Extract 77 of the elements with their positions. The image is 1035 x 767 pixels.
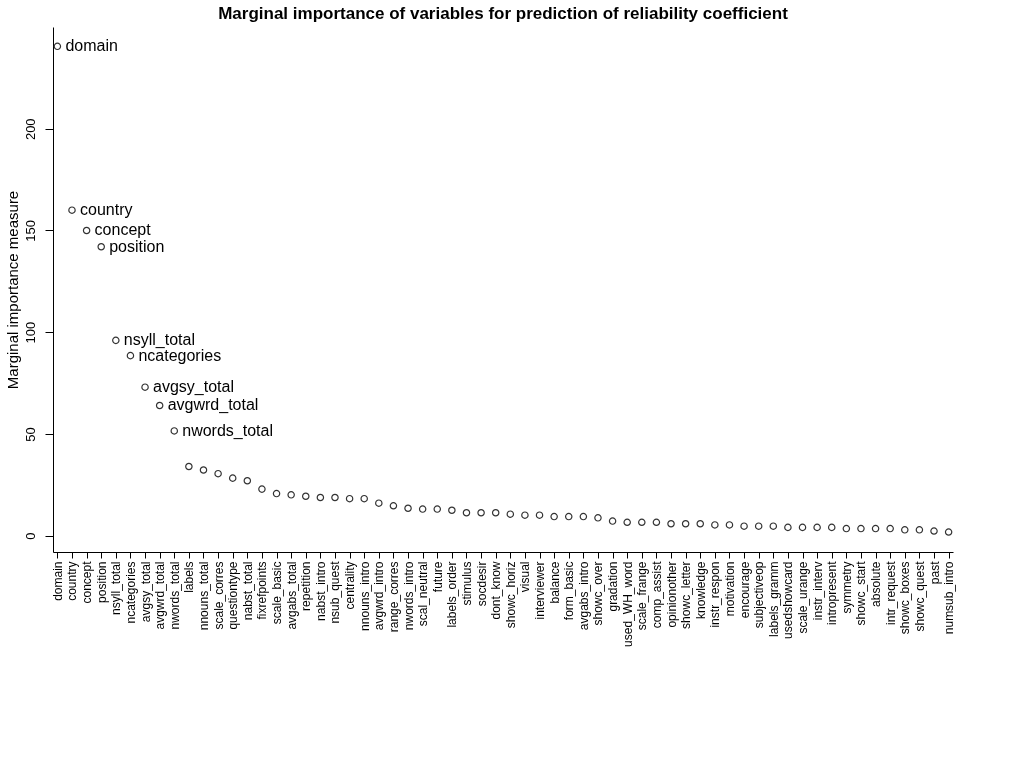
x-tick-label: encourage: [737, 561, 752, 619]
x-tick-label: instr_respon: [708, 561, 723, 628]
x-tick-label: repetition: [299, 561, 314, 611]
x-tick-label: labels_order: [445, 561, 460, 628]
y-axis-title: Marginal importance measure: [3, 190, 21, 390]
x-tick-label: position: [94, 561, 109, 603]
x-tick-label: avgabs_total: [284, 561, 299, 630]
annotation: concept: [94, 221, 152, 239]
x-tick-label: nsyll_total: [109, 561, 124, 615]
x-tick-label: labels_gramm: [766, 561, 781, 637]
x-tick-label: intropresent: [825, 560, 840, 625]
x-tick-label: future: [430, 561, 445, 593]
x-tick-label: showc_quest: [912, 560, 927, 632]
x-tick-label: comp_assist: [649, 560, 664, 629]
x-tick-label: symmetry: [839, 561, 854, 614]
annotation: domain: [65, 37, 118, 55]
x-tick-label: nwords_total: [167, 561, 182, 630]
x-tick-label: showc_horiz: [503, 561, 518, 629]
x-tick-label: nwords_intro: [401, 561, 416, 631]
y-tick-label: 100: [22, 321, 38, 344]
x-tick-label: centrality: [343, 561, 358, 610]
x-tick-label: scale_urange: [796, 561, 811, 634]
x-tick-label: questiontype: [226, 561, 241, 630]
y-tick-label: 0: [22, 532, 38, 540]
y-tick-label: 50: [22, 427, 38, 442]
x-tick-label: nnouns_total: [196, 561, 211, 631]
x-tick-label: avgsy_total: [138, 561, 153, 623]
x-tick-label: numsub_intro: [942, 561, 957, 635]
x-tick-label: showc_over: [591, 561, 606, 626]
x-tick-label: nabst_intro: [313, 561, 328, 621]
x-tick-label: showc_boxes: [898, 561, 913, 635]
x-tick-label: showc_start: [854, 560, 869, 626]
x-tick-label: avgwrd_intro: [372, 561, 387, 631]
x-tick-label: motivation: [722, 561, 737, 617]
x-tick-label: range_corres: [386, 561, 401, 633]
chart-title: Marginal importance of variables for prediction of reliability coefficient: [218, 4, 789, 23]
x-tick-label: visual: [518, 561, 533, 593]
y-tick-label: 200: [22, 118, 38, 141]
x-tick-label: subjectiveop: [752, 561, 767, 629]
x-tick-label: instr_interv: [810, 561, 825, 621]
annotation: avgwrd_total: [167, 396, 259, 415]
x-tick-label: stimulus: [459, 561, 474, 606]
x-tick-label: form_basic: [562, 561, 577, 621]
x-tick-label: scale_basic: [270, 561, 285, 625]
annotation: nsyll_total: [123, 331, 195, 350]
x-tick-label: past: [927, 560, 942, 585]
x-tick-label: scale_corres: [211, 561, 226, 630]
annotation: position: [109, 237, 165, 255]
x-tick-label: scal_neutral: [416, 561, 431, 627]
x-tick-label: scale_frange: [635, 561, 650, 631]
x-tick-label: nnouns_intro: [357, 561, 372, 631]
x-tick-label: showc_letter: [679, 561, 694, 629]
x-tick-label: avgabs_intro: [576, 561, 591, 631]
x-tick-label: gradation: [606, 561, 621, 612]
x-tick-label: absolute: [869, 561, 884, 607]
x-tick-label: labels: [182, 561, 197, 593]
x-tick-label: knowledge: [693, 561, 708, 619]
x-tick-label: country: [65, 561, 80, 601]
x-tick-label: dont_know: [489, 561, 504, 620]
x-tick-label: interviewer: [533, 561, 548, 620]
x-tick-label: used_WH_word: [620, 561, 635, 647]
annotation: country: [79, 201, 133, 219]
annotation: nwords_total: [182, 421, 273, 440]
x-tick-label: usedshowcard: [781, 561, 796, 639]
x-tick-label: socdesir: [474, 561, 489, 607]
x-tick-label: balance: [547, 561, 562, 604]
x-tick-label: intr_request: [883, 560, 898, 625]
x-tick-label: fixrefpoints: [255, 561, 270, 620]
x-tick-label: avgwrd_total: [153, 561, 168, 630]
y-tick-label: 150: [22, 220, 38, 242]
x-tick-label: ncategories: [123, 561, 138, 624]
annotation: avgsy_total: [153, 378, 234, 397]
x-tick-label: domain: [50, 561, 65, 601]
x-tick-label: nsub_quest: [328, 560, 343, 624]
x-tick-label: concept: [80, 560, 95, 604]
x-tick-label: nabst_total: [240, 561, 255, 621]
x-tick-label: opinionother: [664, 561, 679, 628]
